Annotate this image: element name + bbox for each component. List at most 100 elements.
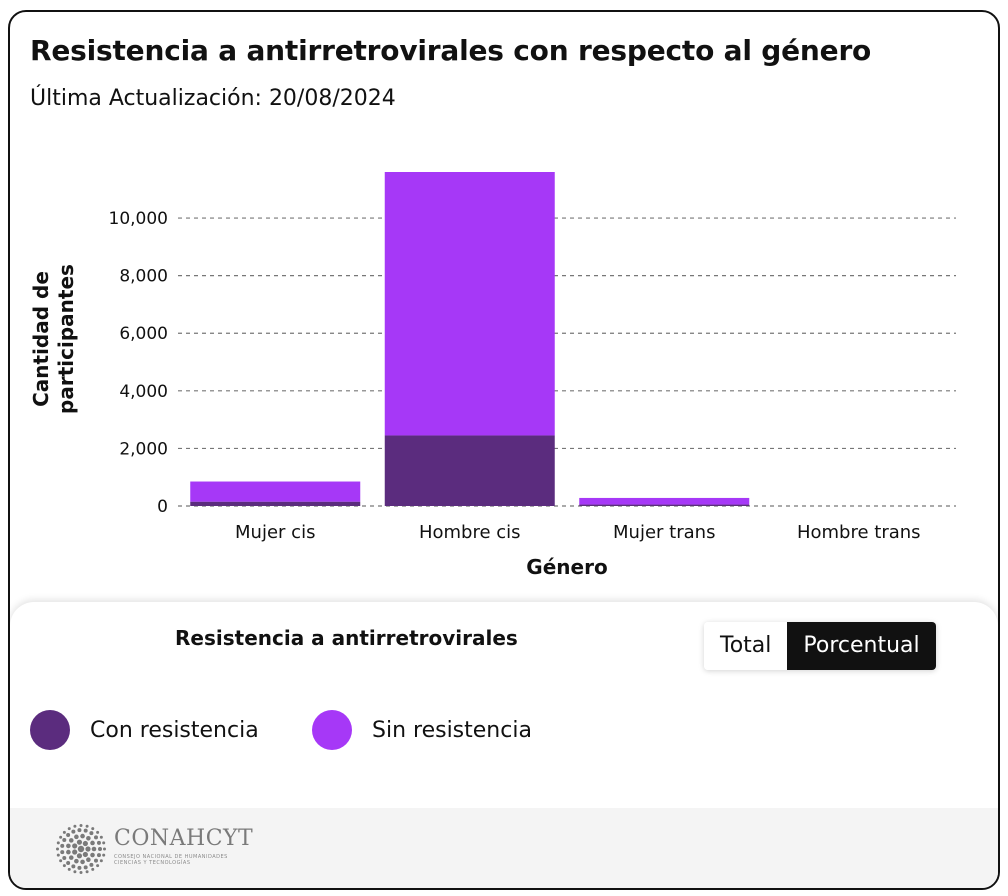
logo-dot (86, 836, 91, 841)
logo-dot (102, 853, 106, 857)
logo-dot (62, 864, 66, 868)
bar-sin-resistencia (190, 481, 361, 502)
logo-dot (96, 853, 101, 858)
logo-dot (83, 828, 88, 833)
y-tick-label: 8,000 (119, 267, 168, 287)
y-tick-label: 4,000 (119, 382, 168, 402)
y-tick-label: 0 (157, 497, 168, 517)
logo-dot (60, 850, 65, 855)
brand-subtitle-line: CONSEJO NACIONAL DE HUMANIDADES (114, 854, 228, 860)
logo-dot (68, 838, 74, 843)
y-tick-label: 10,000 (109, 209, 168, 229)
y-axis-title: Cantidad departicipantes (29, 264, 78, 414)
logo-dot (96, 864, 100, 868)
legend-item-con-resistencia[interactable]: Con resistencia (30, 710, 259, 750)
logo-dot (93, 835, 98, 840)
brand-name: CONAHCYT (114, 826, 254, 851)
logo-dot (83, 865, 88, 870)
bar-con-resistencia (579, 504, 750, 506)
legend-label: Sin resistencia (372, 717, 532, 743)
logo-dot (90, 840, 95, 846)
x-axis-title: Género (526, 555, 607, 579)
y-tick-label: 6,000 (119, 324, 168, 344)
logo-dot (73, 870, 77, 874)
logo-dot (99, 835, 103, 839)
logo-dot (80, 859, 85, 865)
legend-swatch-sin-resistencia (312, 710, 352, 750)
logo-dot (76, 853, 83, 859)
bar-con-resistencia (384, 435, 555, 506)
logo-dot (62, 830, 66, 834)
logo-dot (99, 859, 103, 863)
logo-dot (67, 827, 71, 831)
logo-dot (85, 870, 89, 874)
logo-dot (79, 824, 83, 827)
bar-con-resistencia (190, 501, 361, 506)
logo-dot (89, 862, 94, 867)
bar-sin-resistencia (579, 497, 750, 505)
logo-dot (77, 828, 82, 833)
bar-sin-resistencia (384, 172, 555, 436)
logo-dot (102, 841, 106, 845)
logo-dot (62, 837, 67, 842)
logo-dot (77, 845, 85, 853)
logo-dot (59, 859, 63, 863)
logo-dot (77, 865, 82, 870)
logo-dot (73, 824, 77, 828)
legend-label: Con resistencia (90, 717, 259, 743)
logo-dot (62, 856, 67, 861)
x-tick-label: Hombre cis (419, 522, 521, 543)
x-tick-label: Mujer cis (235, 522, 315, 543)
logo-dot (66, 860, 71, 865)
bar-chart: 0 2,000 4,000 6,000 8,000 10,000 Mujer cis Homb… (29, 172, 956, 579)
logo-dot (98, 847, 102, 851)
logo-dot (93, 858, 98, 863)
logo-dot (85, 824, 89, 828)
logo-dot (96, 840, 101, 845)
chart-card: Resistencia a antirretrovirales con resp… (8, 10, 1000, 890)
logo-dot (103, 847, 106, 851)
logo-dot (71, 864, 76, 869)
logo-dot (89, 831, 94, 836)
y-axis-title-line: Cantidad de (29, 271, 53, 407)
logo-dot (82, 840, 88, 847)
x-tick-label: Mujer trans (613, 522, 715, 543)
logo-dot (71, 829, 76, 834)
logo-dot (56, 847, 59, 851)
logo-dot (85, 846, 91, 852)
logo-dot (60, 843, 65, 848)
logo-dot (96, 830, 100, 834)
toggle-porcentual[interactable]: Porcentual (787, 622, 936, 670)
logo-dot (82, 851, 88, 858)
logo-dot (72, 849, 78, 855)
footer: CONAHCYT CONSEJO NACIONAL DE HUMANIDADES… (10, 808, 998, 888)
dotted-circle-logo-icon (56, 824, 106, 874)
x-tick-label: Hombre trans (797, 522, 921, 543)
logo-dot (56, 853, 60, 857)
legend-panel: Resistencia a antirretrovirales Total Po… (10, 602, 998, 822)
logo-dot (68, 855, 74, 860)
logo-dot (86, 857, 91, 862)
logo-dot (91, 867, 95, 871)
logo-dot (74, 858, 79, 864)
view-toggle: Total Porcentual (704, 622, 936, 670)
logo-dot (74, 834, 79, 840)
last-updated: Última Actualización: 20/08/2024 (30, 86, 396, 111)
logo-dot (66, 833, 71, 838)
logo-dot (66, 849, 71, 855)
logo-dot (80, 833, 85, 839)
logo-dot (91, 827, 95, 831)
chart-title: Resistencia a antirretrovirales con resp… (30, 34, 872, 67)
y-axis-title-line: participantes (54, 264, 78, 414)
logo-dot (72, 843, 78, 849)
logo-dot (66, 843, 71, 849)
logo-dot (91, 846, 97, 852)
logo-dot (67, 867, 71, 871)
logo-dot (79, 871, 83, 874)
brand-subtitle: CONSEJO NACIONAL DE HUMANIDADES CIENCIAS… (114, 854, 228, 866)
legend-item-sin-resistencia[interactable]: Sin resistencia (312, 710, 532, 750)
y-tick-label: 2,000 (119, 439, 168, 459)
legend-title: Resistencia a antirretrovirales (175, 626, 518, 650)
legend-swatch-con-resistencia (30, 710, 70, 750)
toggle-total[interactable]: Total (704, 622, 788, 670)
